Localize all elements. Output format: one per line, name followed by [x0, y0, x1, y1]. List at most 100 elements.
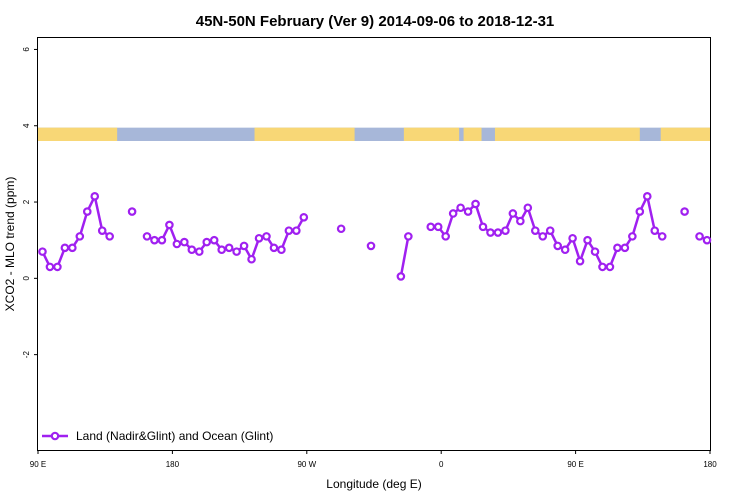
data-point: [568, 233, 577, 243]
data-point: [194, 247, 204, 256]
data-point: [277, 245, 286, 255]
data-point: [336, 224, 346, 234]
data-point: [642, 192, 652, 201]
data-point: [635, 207, 645, 216]
data-point: [620, 243, 630, 253]
data-point: [553, 241, 562, 251]
data-point: [456, 203, 465, 213]
data-point: [605, 262, 615, 272]
strip-land-segment: [254, 127, 355, 141]
data-point: [224, 243, 234, 253]
data-point: [97, 226, 107, 235]
data-point: [45, 262, 55, 272]
data-point: [613, 243, 622, 253]
data-point: [426, 222, 436, 232]
data-point: [142, 232, 152, 241]
x-tick-label: 180: [166, 460, 180, 469]
data-point: [187, 245, 197, 255]
data-point: [157, 235, 167, 245]
strip-land-segment: [403, 127, 460, 141]
plot-frame: [37, 37, 711, 451]
data-point: [150, 235, 159, 245]
data-point: [53, 262, 62, 272]
strip-land-segment: [494, 127, 640, 141]
data-point: [165, 220, 174, 230]
data-point: [239, 241, 249, 251]
data-point: [404, 232, 413, 241]
y-tick-label: 4: [22, 123, 31, 128]
strip-land-segment: [463, 127, 482, 141]
data-point: [60, 243, 70, 253]
y-tick-label: 6: [22, 47, 31, 52]
data-point: [202, 237, 212, 247]
data-point: [545, 226, 555, 235]
data-point: [366, 241, 376, 251]
data-point: [75, 232, 85, 241]
data-point: [441, 232, 450, 241]
y-tick-label: 0: [22, 276, 31, 281]
data-point: [680, 207, 689, 216]
x-axis: 90 E 180 90 W 0 90 E 180: [30, 450, 717, 469]
data-point: [269, 243, 279, 253]
data-point: [396, 272, 406, 281]
data-point: [247, 254, 256, 264]
data-point: [598, 262, 607, 272]
data-point: [516, 216, 525, 226]
data-point: [560, 245, 570, 255]
x-tick-label: 90 E: [30, 460, 46, 469]
x-tick-label: 0: [439, 460, 444, 469]
series-line: [399, 236, 410, 277]
legend-label: Land (Nadir&Glint) and Ocean (Glint): [76, 429, 273, 443]
data-point: [82, 207, 92, 216]
data-point: [523, 203, 533, 213]
chart-title: 45N-50N February (Ver 9) 2014-09-06 to 2…: [196, 13, 555, 30]
strip-land-segment: [38, 127, 118, 141]
data-point: [493, 228, 503, 237]
data-point: [478, 222, 488, 232]
data-point: [575, 256, 585, 266]
data-point: [486, 228, 495, 237]
data-point: [90, 192, 100, 201]
data-point: [657, 232, 667, 241]
data-point: [127, 207, 137, 216]
data-point: [284, 226, 294, 235]
data-point: [501, 226, 510, 235]
data-point: [650, 226, 660, 235]
y-tick-label: -2: [22, 351, 31, 359]
data-point: [232, 247, 241, 256]
data-point: [433, 222, 443, 232]
data-point: [299, 212, 309, 222]
legend-marker: [50, 431, 60, 441]
y-axis-label: XCO2 - MLO trend (ppm): [3, 177, 17, 312]
data-point: [628, 232, 637, 241]
data-point: [695, 232, 704, 241]
data-point: [172, 239, 182, 249]
data-point: [209, 235, 219, 245]
data-point: [463, 207, 473, 216]
data-point: [217, 245, 226, 255]
strip-land-segment: [660, 127, 710, 141]
data-point: [530, 226, 540, 235]
series-layer: [38, 192, 712, 281]
data-point: [292, 226, 301, 235]
surface-strip: [38, 127, 710, 141]
data-point: [105, 232, 114, 241]
y-axis: -2 0 2 4 6: [22, 47, 38, 359]
data-point: [254, 233, 264, 243]
x-tick-label: 180: [703, 460, 717, 469]
data-point: [180, 237, 189, 247]
data-point: [583, 235, 592, 245]
data-point: [448, 209, 458, 218]
x-axis-label: Longitude (deg E): [326, 477, 421, 491]
data-point: [590, 247, 600, 256]
x-tick-label: 90 W: [297, 460, 316, 469]
y-tick-label: 2: [22, 199, 31, 204]
data-point: [702, 235, 712, 245]
data-point: [262, 232, 271, 241]
legend: Land (Nadir&Glint) and Ocean (Glint): [42, 429, 273, 443]
data-point: [538, 232, 548, 241]
data-point: [68, 243, 77, 253]
data-point: [471, 199, 480, 209]
data-point: [508, 209, 518, 218]
